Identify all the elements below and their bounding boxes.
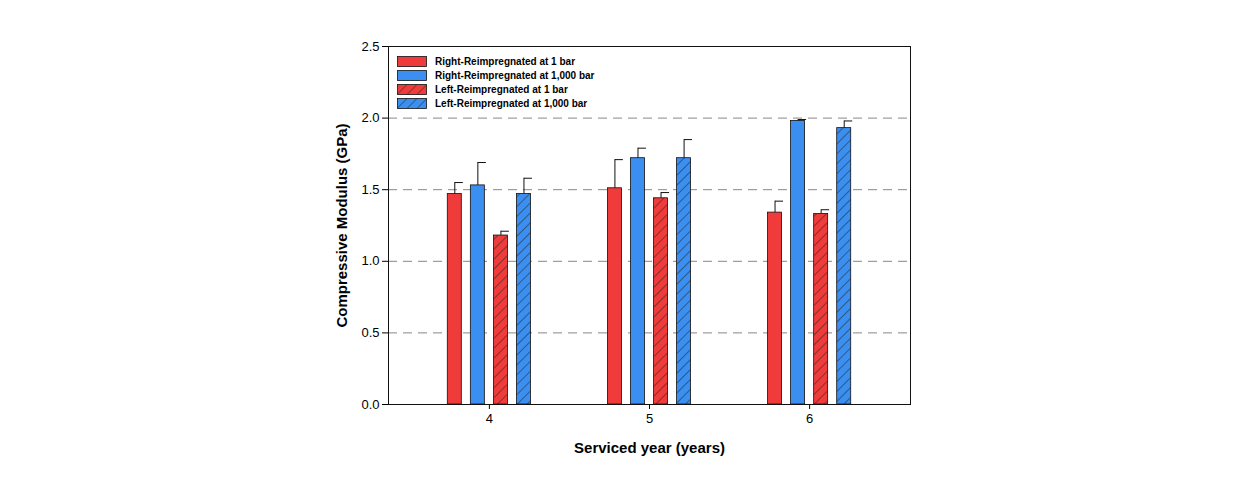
- svg-text:5: 5: [646, 411, 653, 426]
- svg-text:0.5: 0.5: [361, 325, 379, 340]
- svg-text:Compressive Modulus (GPa): Compressive Modulus (GPa): [333, 123, 350, 327]
- svg-text:1.0: 1.0: [361, 253, 379, 268]
- html-text:Left-Reimpregnated at 1 bar: Left-Reimpregnated at 1 bar: [435, 83, 568, 95]
- svg-text:2.5: 2.5: [361, 39, 379, 54]
- svg-text:Serviced year (years): Serviced year (years): [574, 439, 725, 456]
- html-text:Left-Reimpregnated at 1,000 ba: Left-Reimpregnated at 1,000 bar: [435, 97, 588, 109]
- svg-text:6: 6: [806, 411, 813, 426]
- svg-text:4: 4: [486, 411, 493, 426]
- svg-text:2.0: 2.0: [361, 110, 379, 125]
- svg-text:1.5: 1.5: [361, 182, 379, 197]
- svg-text:0.0: 0.0: [361, 397, 379, 412]
- html-text:Right-Reimpregnated at 1,000 b: Right-Reimpregnated at 1,000 bar: [435, 69, 595, 81]
- html-text:Right-Reimpregnated at 1 bar: Right-Reimpregnated at 1 bar: [435, 55, 575, 67]
